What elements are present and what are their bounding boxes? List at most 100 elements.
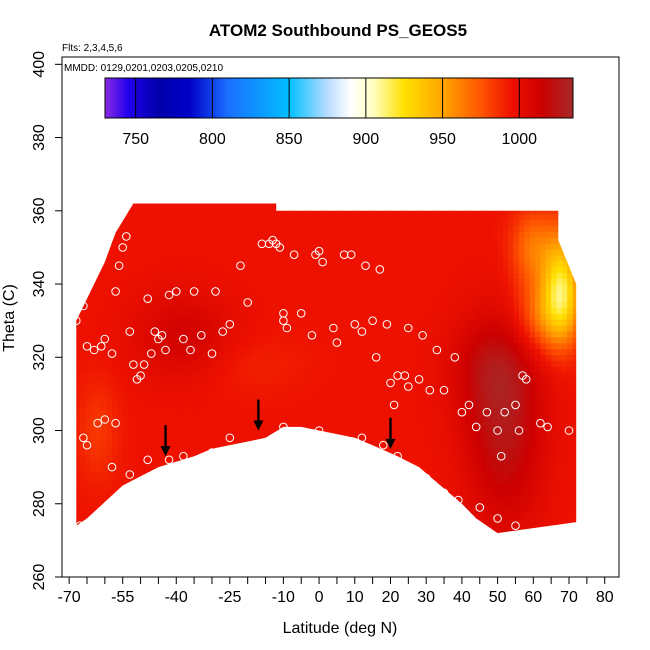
heatmap-cell — [358, 325, 365, 332]
heatmap-cell — [117, 272, 124, 279]
heatmap-cell — [76, 313, 81, 320]
heatmap-cell — [261, 207, 268, 215]
heatmap-cell — [390, 401, 397, 408]
heatmap-cell — [481, 430, 488, 437]
heatmap-cell — [170, 395, 177, 402]
heatmap-cell — [326, 336, 333, 344]
heatmap-cell — [508, 225, 515, 232]
heatmap-cell — [122, 459, 129, 467]
heatmap-cell — [417, 272, 424, 279]
heatmap-cell — [486, 401, 493, 408]
heatmap-cell — [283, 366, 290, 373]
heatmap-cell — [149, 219, 156, 227]
heatmap-cell — [470, 354, 477, 361]
heatmap-cell — [187, 407, 193, 414]
heatmap-cell — [503, 354, 509, 361]
heatmap-cell — [149, 336, 156, 344]
heatmap-cell — [433, 248, 440, 256]
heatmap-cell — [470, 489, 477, 496]
heatmap-cell — [90, 336, 97, 344]
heatmap-cell — [251, 436, 258, 443]
heatmap-cell — [278, 301, 284, 309]
heatmap-cell — [508, 319, 515, 326]
heatmap-cell — [428, 377, 434, 385]
heatmap-cell — [299, 360, 306, 367]
heatmap-cell — [128, 424, 135, 432]
heatmap-cell — [363, 319, 370, 326]
heatmap-cell — [460, 459, 467, 467]
heatmap-cell — [315, 325, 322, 332]
heatmap-cell — [278, 330, 284, 338]
heatmap-cell — [170, 407, 177, 414]
heatmap-cell — [369, 213, 376, 221]
heatmap-cell — [76, 371, 81, 379]
heatmap-cell — [133, 430, 140, 437]
heatmap-cell — [170, 260, 177, 268]
heatmap-cell — [106, 395, 113, 402]
heatmap-cell — [422, 407, 429, 414]
heatmap-cell — [395, 319, 402, 326]
heatmap-cell — [465, 477, 472, 484]
heatmap-cell — [267, 254, 274, 262]
heatmap-cell — [486, 524, 493, 531]
heatmap-cell — [90, 325, 97, 332]
heatmap-cell — [245, 360, 252, 367]
heatmap-cell — [192, 366, 199, 373]
heatmap-cell — [101, 401, 108, 408]
heatmap-cell — [460, 207, 467, 215]
heatmap-cell — [251, 248, 258, 256]
heatmap-cell — [401, 401, 408, 408]
heatmap-cell — [224, 231, 231, 238]
heatmap-cell — [422, 354, 429, 361]
heatmap-cell — [486, 219, 493, 227]
heatmap-cell — [117, 360, 124, 367]
heatmap-cell — [476, 407, 483, 414]
heatmap-cell — [444, 231, 450, 238]
heatmap-cell — [331, 248, 338, 256]
heatmap-cell — [454, 313, 461, 320]
heatmap-cell — [503, 430, 509, 437]
heatmap-cell — [203, 207, 209, 215]
heatmap-cell — [374, 272, 381, 279]
heatmap-cell — [133, 207, 140, 215]
heatmap-cell — [497, 231, 504, 238]
heatmap-cell — [133, 418, 140, 426]
heatmap-cell — [336, 383, 343, 391]
heatmap-cell — [304, 389, 311, 396]
heatmap-cell — [256, 407, 263, 414]
heatmap-cell — [347, 284, 354, 291]
heatmap-cell — [154, 366, 161, 373]
heatmap-cell — [406, 377, 413, 385]
heatmap-cell — [304, 237, 311, 244]
heatmap-cell — [165, 325, 172, 332]
heatmap-cell — [256, 207, 263, 215]
heatmap-cell — [149, 395, 156, 402]
heatmap-cell — [465, 260, 472, 268]
heatmap-cell — [460, 454, 467, 461]
heatmap-cell — [465, 213, 472, 221]
heatmap-cell — [267, 278, 274, 285]
heatmap-cell — [438, 477, 445, 484]
heatmap-cell — [406, 225, 413, 232]
heatmap-cell — [203, 348, 209, 355]
heatmap-cell — [122, 418, 129, 426]
heatmap-cell — [294, 295, 301, 303]
heatmap-cell — [428, 401, 434, 408]
heatmap-cell — [224, 207, 231, 215]
heatmap-cell — [267, 395, 274, 402]
heatmap-cell — [187, 395, 193, 402]
heatmap-cell — [213, 418, 220, 426]
heatmap-cell — [283, 254, 290, 262]
heatmap-cell — [481, 383, 488, 391]
heatmap-cell — [401, 360, 408, 367]
heatmap-cell — [406, 213, 413, 221]
heatmap-cell — [347, 330, 354, 338]
heatmap-cell — [492, 307, 499, 314]
heatmap-cell — [154, 325, 161, 332]
heatmap-cell — [267, 260, 274, 268]
heatmap-cell — [422, 243, 429, 250]
heatmap-cell — [213, 325, 220, 332]
heatmap-cell — [369, 266, 376, 273]
heatmap-cell — [326, 330, 333, 338]
heatmap-cell — [213, 377, 220, 385]
